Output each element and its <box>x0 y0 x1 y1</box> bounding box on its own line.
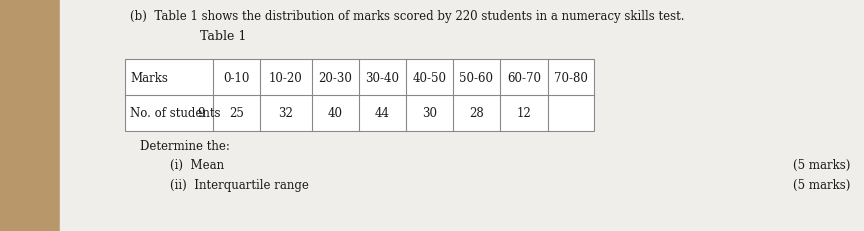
Text: 9: 9 <box>198 107 205 120</box>
Text: (ii)  Interquartile range: (ii) Interquartile range <box>170 178 308 191</box>
Bar <box>125 60 594 131</box>
Text: 32: 32 <box>278 107 294 120</box>
Text: No. of students: No. of students <box>130 107 220 120</box>
Text: Table 1: Table 1 <box>200 30 246 43</box>
Text: 0-10: 0-10 <box>223 71 250 84</box>
Text: 50-60: 50-60 <box>460 71 493 84</box>
Text: (5 marks): (5 marks) <box>792 178 850 191</box>
Text: 60-70: 60-70 <box>507 71 541 84</box>
Text: (i)  Mean: (i) Mean <box>170 158 224 171</box>
Text: 12: 12 <box>517 107 531 120</box>
Bar <box>125 60 594 131</box>
Text: (b)  Table 1 shows the distribution of marks scored by 220 students in a numerac: (b) Table 1 shows the distribution of ma… <box>130 10 684 23</box>
Text: Determine the:: Determine the: <box>140 139 230 152</box>
Text: 44: 44 <box>375 107 390 120</box>
Text: 25: 25 <box>229 107 244 120</box>
Text: 30: 30 <box>422 107 437 120</box>
Text: Marks: Marks <box>130 71 168 84</box>
Text: 40-50: 40-50 <box>412 71 447 84</box>
Text: 20-30: 20-30 <box>319 71 353 84</box>
Text: 40: 40 <box>328 107 343 120</box>
Text: 10-20: 10-20 <box>269 71 303 84</box>
Text: (5 marks): (5 marks) <box>792 158 850 171</box>
Text: 30-40: 30-40 <box>365 71 399 84</box>
Text: 70-80: 70-80 <box>554 71 588 84</box>
Text: 28: 28 <box>469 107 484 120</box>
